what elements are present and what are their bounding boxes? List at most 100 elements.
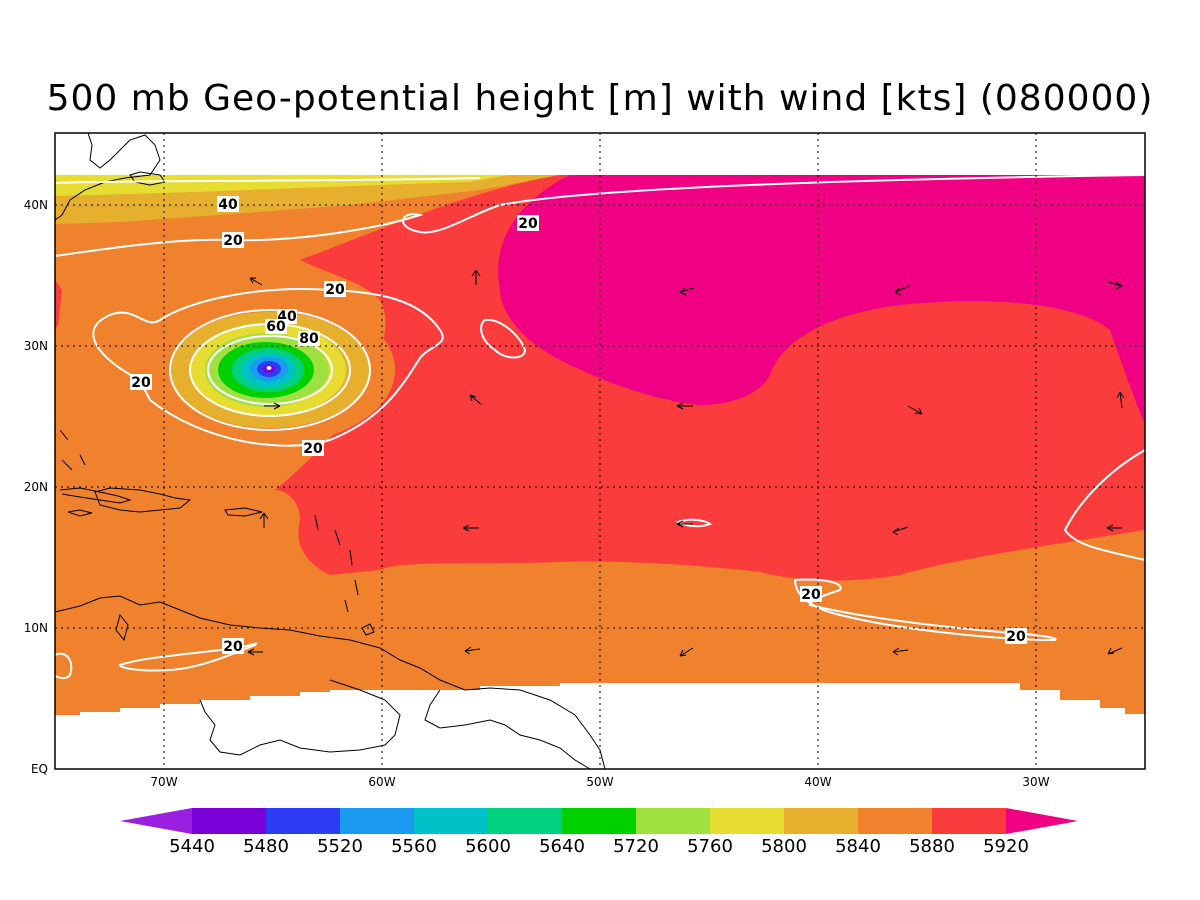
contour-label: 40 (218, 197, 238, 213)
colorbar-swatch (932, 808, 1006, 834)
height-band-5920-west (55, 280, 62, 330)
coast-cuba (59, 487, 132, 504)
wind-arrow (249, 277, 263, 286)
colorbar-swatch (340, 808, 414, 834)
wind-arrow (894, 285, 911, 296)
lat-label: EQ (31, 762, 48, 776)
coast-jamaica (67, 509, 93, 517)
lon-label: 70W (150, 775, 177, 789)
colorbar-label: 5560 (391, 836, 437, 857)
contour-20-north (54, 174, 1146, 257)
hurricane-rings (145, 295, 395, 445)
contour-20-southwest (118, 642, 258, 672)
contour-40-north (54, 177, 481, 184)
wind-arrow (907, 405, 923, 415)
coast-lake-maracaibo (115, 613, 129, 642)
contour-label: 20 (325, 282, 345, 298)
colorbar-swatch (784, 808, 858, 834)
map-frame (54, 132, 1146, 770)
contour-label-group: 80 (298, 331, 320, 347)
map-title: 500 mb Geo-potential height [m] with win… (46, 78, 1154, 119)
contour-east (1063, 449, 1146, 561)
colorbar-label: 5880 (909, 836, 955, 857)
contour-label-group: 20 (324, 281, 346, 298)
coast-south-america (54, 595, 606, 770)
contour-small-oval (480, 318, 527, 359)
longitude-axis: 70W 60W 50W 40W 30W (150, 775, 1049, 789)
colorbar-swatch (192, 808, 266, 834)
wind-arrow (464, 646, 481, 655)
colorbar-swatch (636, 808, 710, 834)
latitude-axis: 40N 30N 20N 10N EQ (24, 198, 48, 776)
contour-label: 20 (131, 375, 151, 391)
lon-label: 60W (368, 775, 395, 789)
wind-arrow (892, 526, 909, 536)
wind-arrow (892, 647, 909, 656)
colorbar-label: 5840 (835, 836, 881, 857)
wind-arrow (1107, 647, 1123, 655)
wind-arrow (1106, 524, 1122, 532)
colorbar-swatch (266, 808, 340, 834)
height-band-above-5920 (498, 175, 1145, 425)
coast-new-england (54, 132, 161, 221)
colorbar-label: 5800 (761, 836, 807, 857)
contour-small-20 (675, 518, 712, 528)
no-data-region (55, 683, 1145, 769)
contour-80 (207, 335, 333, 405)
colorbar-label: 5920 (983, 836, 1029, 857)
coast-guianas (424, 689, 591, 770)
lat-label: 10N (24, 621, 48, 635)
contour-label: 20 (801, 587, 821, 603)
contour-label-group: 20 (1005, 628, 1027, 645)
contour-label-group: 20 (517, 215, 539, 232)
contour-label: 20 (518, 216, 538, 232)
colorbar-label: 5600 (465, 836, 511, 857)
contour-label-group: 20 (130, 374, 152, 391)
lat-label: 40N (24, 198, 48, 212)
contour-label-group: 20 (800, 586, 822, 603)
wind-arrow (679, 647, 694, 657)
lon-label: 40W (804, 775, 831, 789)
wind-arrow (1116, 391, 1125, 409)
ring-center (266, 366, 272, 370)
colorbar-swatch (562, 808, 636, 834)
coast-hispaniola (94, 487, 192, 513)
colorbar-swatch (488, 808, 562, 834)
wind-arrow (679, 287, 695, 296)
wind-vectors (247, 269, 1125, 657)
colorbar-swatch (710, 808, 784, 834)
lon-label: 50W (586, 775, 613, 789)
colorbar-label: 5480 (243, 836, 289, 857)
contour-label-group: 40 (217, 196, 239, 213)
contour-label-group: 20 (302, 440, 324, 457)
colorbar-label: 5720 (613, 836, 659, 857)
coast-puerto-rico (224, 507, 263, 517)
wind-arrow (471, 269, 481, 285)
colorbar-swatch (858, 808, 932, 834)
contour-west-small (54, 652, 73, 680)
wind-arrow (259, 512, 269, 528)
colorbar-arrow-low (120, 808, 192, 834)
contour-label: 80 (299, 331, 319, 347)
contour-label: 60 (266, 319, 286, 335)
coast-orinoco (199, 679, 401, 756)
coast-lesser-antilles (314, 514, 359, 613)
colorbar-label: 5440 (169, 836, 215, 857)
colorbar-label: 5760 (687, 836, 733, 857)
contour-label: 20 (303, 441, 323, 457)
colorbar-label: 5640 (539, 836, 585, 857)
lon-label: 30W (1022, 775, 1049, 789)
coast-bahamas (59, 429, 86, 471)
contour-label: 20 (223, 233, 243, 249)
lat-label: 30N (24, 339, 48, 353)
contour-label: 20 (223, 639, 243, 655)
wind-arrow (264, 402, 281, 410)
colorbar-label: 5520 (317, 836, 363, 857)
wind-arrow (462, 524, 479, 532)
contour-label-group: 60 (265, 319, 287, 335)
colorbar-arrow-high (1006, 808, 1078, 834)
colorbar: 5440 5480 5520 5560 5600 5640 5720 5760 5800 5840… (120, 808, 1078, 857)
wind-arrow (676, 520, 693, 528)
contour-40 (169, 309, 371, 431)
